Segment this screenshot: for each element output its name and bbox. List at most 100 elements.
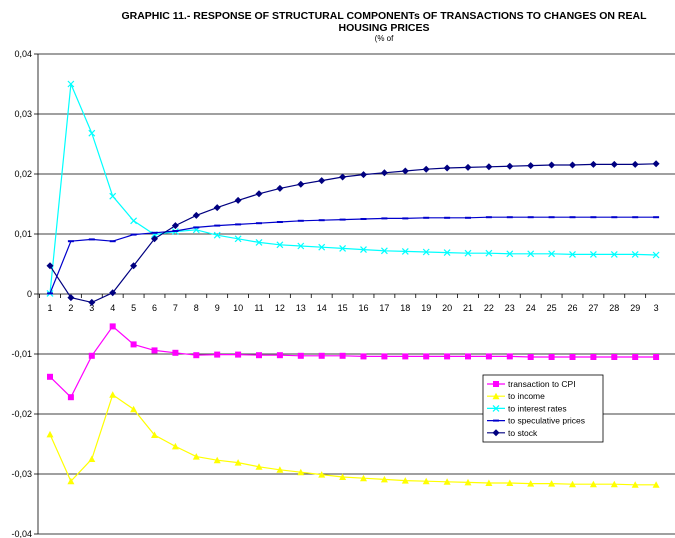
data-point xyxy=(589,250,597,258)
x-tick-label: 7 xyxy=(173,303,178,313)
data-point xyxy=(192,453,200,460)
data-point xyxy=(422,165,430,173)
gridlines xyxy=(38,53,675,535)
data-point xyxy=(548,161,556,169)
data-point xyxy=(401,167,409,175)
data-point xyxy=(485,249,493,257)
data-point xyxy=(88,298,96,306)
data-point xyxy=(401,477,409,484)
y-tick-label: -0,04 xyxy=(11,529,32,538)
data-point xyxy=(548,480,556,487)
data-point xyxy=(380,475,388,483)
data-point-stroke xyxy=(464,249,472,257)
y-tick-label: 0,01 xyxy=(14,229,32,239)
x-axis-tick-labels: 1 2 3 4 5 6 7 8 9 10 11 12 13 14 15 16 17 18 19 20 21 22 23 24 2… xyxy=(47,303,658,313)
data-point xyxy=(443,249,451,257)
data-point xyxy=(443,478,451,485)
x-tick-label: 19 xyxy=(421,303,431,313)
legend-item: to speculative prices xyxy=(487,416,585,426)
x-tick-label: 18 xyxy=(400,303,410,313)
legend-item: to stock xyxy=(487,428,538,438)
data-point-stroke xyxy=(130,217,138,225)
data-point xyxy=(506,162,514,170)
data-point xyxy=(151,235,158,243)
data-point-stroke xyxy=(67,80,75,88)
data-point xyxy=(88,129,96,137)
data-point xyxy=(46,262,54,270)
data-point xyxy=(590,354,597,360)
data-point xyxy=(130,217,138,225)
data-point xyxy=(276,184,284,192)
y-tick-label: 0,02 xyxy=(14,169,32,179)
x-tick-label: 13 xyxy=(296,303,306,313)
data-point xyxy=(276,466,284,473)
legend-label: to income xyxy=(508,391,545,401)
data-point-stroke xyxy=(548,250,556,258)
legend-item: to income xyxy=(487,391,545,401)
x-tick-label: 28 xyxy=(609,303,619,313)
data-point-stroke xyxy=(652,251,660,259)
data-point xyxy=(485,479,493,486)
x-tick-label: 10 xyxy=(233,303,243,313)
data-point xyxy=(297,352,304,359)
data-point xyxy=(360,353,367,360)
series-to-income xyxy=(46,391,660,488)
y-tick-label: -0,02 xyxy=(11,409,32,419)
data-point xyxy=(652,481,660,488)
data-point xyxy=(360,246,367,254)
series-line xyxy=(49,393,657,486)
x-tick-label: 20 xyxy=(442,303,452,313)
data-point xyxy=(569,354,576,360)
chart-subtitle: (% of xyxy=(375,34,394,43)
data-point xyxy=(214,351,221,358)
data-point xyxy=(464,478,472,486)
x-tick-label: 24 xyxy=(526,303,536,313)
y-tick-label: 0 xyxy=(27,289,32,299)
data-point xyxy=(631,160,639,168)
data-point xyxy=(109,289,117,297)
series-to-stock xyxy=(46,160,660,306)
data-point xyxy=(464,163,472,171)
series-group xyxy=(46,80,660,488)
data-point-stroke xyxy=(339,244,347,252)
legend-item: to interest rates xyxy=(487,403,567,413)
x-tick-label: 11 xyxy=(254,303,263,313)
data-point xyxy=(589,160,597,168)
data-point xyxy=(109,391,117,398)
data-point xyxy=(610,250,618,258)
data-point xyxy=(67,80,75,88)
data-point xyxy=(465,353,471,360)
y-tick-label: -0,01 xyxy=(11,349,32,359)
data-point xyxy=(360,171,367,179)
legend-label: transaction to CPI xyxy=(508,379,576,389)
data-point xyxy=(339,473,347,480)
data-point-stroke xyxy=(610,250,618,258)
chart-title-line-1: GRAPHIC 11.- RESPONSE OF STRUCTURAL COMP… xyxy=(121,10,647,22)
x-tick-label: 6 xyxy=(152,303,157,313)
data-point-stroke xyxy=(213,231,221,239)
y-axis-tick-labels: 0,04 0,03 0,02 0,01 0 -0,01 -0,02 -0,03 -0,04 xyxy=(11,49,32,538)
data-point xyxy=(151,431,158,438)
series-transaction-to-cpi xyxy=(47,323,660,401)
legend: transaction to CPI to income to interest r… xyxy=(482,374,604,443)
x-tick-label: 16 xyxy=(358,303,368,313)
data-point xyxy=(109,192,117,200)
data-point xyxy=(109,323,116,330)
data-point xyxy=(402,353,409,360)
x-tick-label: 21 xyxy=(463,303,473,313)
data-point xyxy=(234,235,242,243)
data-point xyxy=(318,243,326,251)
x-tick-label: 3 xyxy=(89,303,94,313)
x-tick-label: 22 xyxy=(484,303,494,313)
data-point xyxy=(589,480,597,488)
data-point xyxy=(422,248,430,256)
data-point xyxy=(318,177,326,185)
data-point xyxy=(423,353,430,360)
x-tick-label: 15 xyxy=(338,303,348,313)
legend-label: to speculative prices xyxy=(508,416,585,426)
x-tick-label: 3 xyxy=(654,303,659,313)
data-point-stroke xyxy=(380,247,388,255)
legend-label: to stock xyxy=(508,428,538,438)
data-point xyxy=(67,477,75,485)
